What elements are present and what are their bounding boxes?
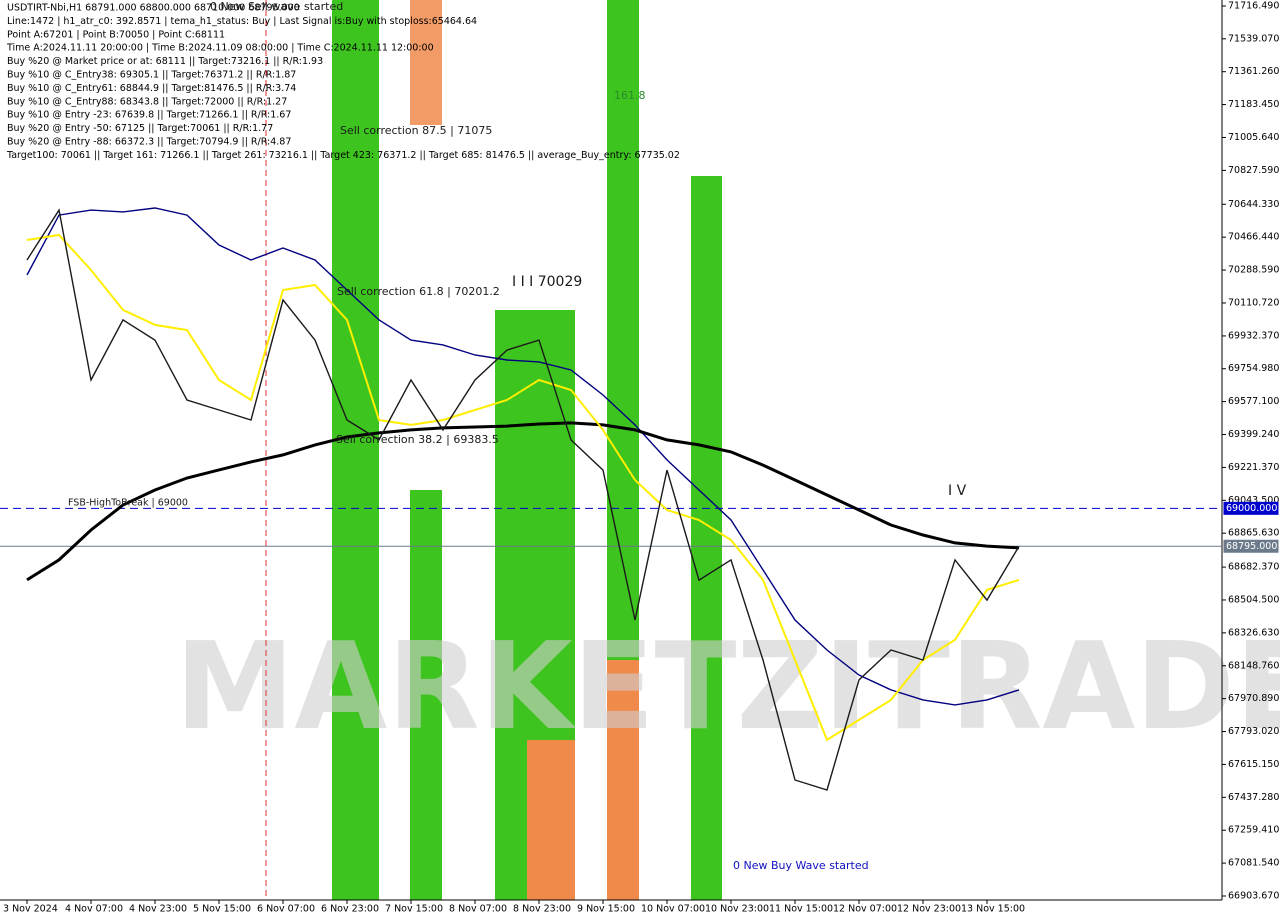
x-tick-label: 8 Nov 23:00 [513,904,571,915]
y-tick-label: 67615.150 [1228,759,1279,770]
y-tick-label: 68504.500 [1228,594,1279,605]
annotation: 0 New Sell wave started [210,0,343,13]
x-tick-label: 6 Nov 07:00 [257,904,315,915]
info-line: Buy %10 @ Entry -23: 67639.8 || Target:7… [7,110,291,121]
x-tick-label: 9 Nov 15:00 [577,904,635,915]
annotation: 0 New Buy Wave started [733,859,869,872]
x-tick-label: 4 Nov 07:00 [65,904,123,915]
y-tick-label: 71183.450 [1228,99,1279,110]
zone [410,490,442,900]
x-tick-label: 8 Nov 07:00 [449,904,507,915]
y-tick-label: 70644.330 [1228,199,1279,210]
y-tick-label: 70110.720 [1228,297,1279,308]
y-tick-label: 69043.500 [1228,495,1279,506]
zone [691,176,722,900]
info-line: Target100: 70061 || Target 161: 71266.1 … [6,150,680,161]
x-tick-label: 7 Nov 15:00 [385,904,443,915]
x-tick-label: 5 Nov 15:00 [193,904,251,915]
x-tick-label: 4 Nov 23:00 [129,904,187,915]
zone [332,0,379,900]
zone [607,660,639,900]
annotation: 161.8 [614,89,646,102]
y-tick-label: 70288.590 [1228,265,1279,276]
y-tick-label: 67437.280 [1228,792,1279,803]
price-box [1223,539,1279,553]
info-line: Buy %20 @ Market price or at: 68111 || T… [7,56,323,67]
annotation: Sell correction 38.2 | 69383.5 [336,433,499,446]
y-tick-label: 66903.670 [1228,890,1279,901]
y-tick-label: 71716.490 [1228,1,1279,12]
price-box [1223,501,1279,515]
x-tick-label: 12 Nov 07:00 [833,904,897,915]
x-tick-label: 13 Nov 15:00 [961,904,1025,915]
y-tick-label: 69754.980 [1228,363,1279,374]
y-tick-label: 67970.890 [1228,693,1279,704]
annotation: I I I 70029 [512,274,582,290]
series-line [26,421,1020,582]
x-tick-label: 11 Nov 15:00 [769,904,833,915]
x-tick-label: 10 Nov 07:00 [641,904,705,915]
y-tick-label: 68865.630 [1228,528,1279,539]
series-line [26,207,1020,706]
y-tick-label: 71539.070 [1228,33,1279,44]
info-line: USDTIRT-Nbi,H1 68791.000 68800.000 68710… [7,3,300,14]
price-label: 68795.000 [1226,541,1277,552]
x-tick-label: 12 Nov 23:00 [897,904,961,915]
y-tick-label: 68326.630 [1228,627,1279,638]
y-tick-label: 69577.100 [1228,396,1279,407]
y-tick-label: 68682.370 [1228,562,1279,573]
info-line: Buy %10 @ C_Entry88: 68343.8 || Target:7… [7,96,287,107]
y-tick-label: 69932.370 [1228,330,1279,341]
x-tick-label: 3 Nov 2024 [3,904,58,915]
y-tick-label: 70827.590 [1228,165,1279,176]
info-line: Buy %20 @ Entry -88: 66372.3 || Target:7… [7,137,291,148]
watermark: MARKETZITRADE [175,618,1280,757]
info-line: Point A:67201 | Point B:70050 | Point C:… [7,29,225,40]
plot [0,207,1222,791]
x-tick-label: 10 Nov 23:00 [705,904,769,915]
zones [332,0,722,900]
zone [410,0,442,125]
info-line: Buy %10 @ C_Entry61: 68844.9 || Target:8… [7,83,296,94]
x-tick-label: 6 Nov 23:00 [321,904,379,915]
zone [527,740,575,900]
annotation: Sell correction 61.8 | 70201.2 [337,285,500,298]
series-line [26,208,1020,791]
price-label: 69000.000 [1226,503,1277,514]
info-line: Time A:2024.11.11 20:00:00 | Time B:2024… [6,43,434,54]
series-line [26,233,1020,742]
y-tick-label: 70466.440 [1228,232,1279,243]
y-tick-label: 71005.640 [1228,132,1279,143]
info-line: Buy %20 @ Entry -50: 67125 || Target:700… [7,123,273,134]
info-line: Buy %10 @ C_Entry38: 69305.1 || Target:7… [7,70,296,81]
annotation: Sell correction 87.5 | 71075 [340,124,492,137]
y-tick-label: 69399.240 [1228,429,1279,440]
y-tick-label: 67081.540 [1228,858,1279,869]
y-tick-label: 69221.370 [1228,462,1279,473]
info-panel: USDTIRT-Nbi,H1 68791.000 68800.000 68710… [6,3,680,161]
y-tick-label: 68148.760 [1228,660,1279,671]
y-tick-label: 67793.020 [1228,726,1279,737]
y-tick-label: 71361.260 [1228,66,1279,77]
y-tick-label: 67259.410 [1228,825,1279,836]
info-line: Line:1472 | h1_atr_c0: 392.8571 | tema_h… [7,16,477,27]
annotation: FSB-HighToBreak | 69000 [68,498,188,509]
annotation: I V [948,483,967,499]
